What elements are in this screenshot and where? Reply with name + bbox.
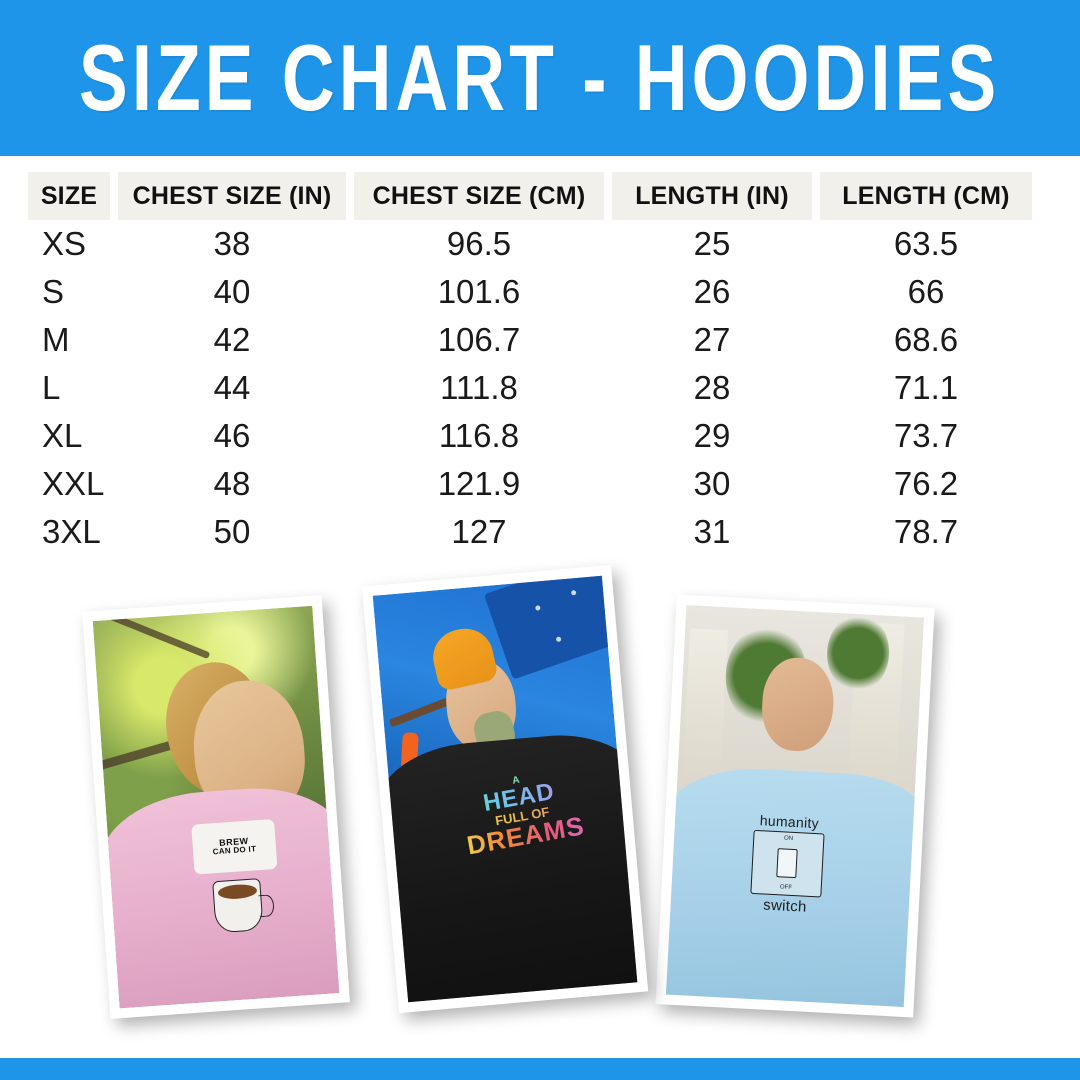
product-photo-blue-humanity-switch-hoodie: humanity ON OFF switch [655, 594, 935, 1018]
cell-chest-in: 48 [213, 465, 251, 502]
cell-size: XXL [42, 465, 105, 502]
cell-size: S [42, 273, 65, 310]
cell-chest-in: 40 [213, 273, 251, 310]
cell-chest-cm: 101.6 [437, 273, 521, 310]
cell-chest-cm: 96.5 [446, 225, 512, 262]
cell-chest-in: 44 [213, 369, 251, 406]
cell-size: XL [42, 417, 83, 454]
switch-label-on: ON [783, 835, 794, 842]
table-row: XL 46 116.8 29 73.7 [28, 412, 1052, 460]
cell-length-cm: 73.7 [893, 417, 959, 454]
cell-size: XS [42, 225, 87, 262]
product-photo-black-dreams-hoodie: A HEAD FULL OF DREAMS [361, 564, 649, 1014]
coffee-mug-icon [212, 877, 265, 934]
cell-length-in: 29 [693, 417, 731, 454]
top-banner: SIZE CHART - HOODIES [0, 0, 1080, 156]
hoodie-print-humanity-switch: humanity ON OFF switch [721, 810, 852, 957]
cell-chest-cm: 127 [451, 513, 507, 550]
bottom-banner [0, 1058, 1080, 1080]
column-header-size: SIZE [28, 172, 110, 220]
column-header-chest-cm: CHEST SIZE (CM) [354, 172, 604, 220]
cell-chest-in: 46 [213, 417, 251, 454]
cell-chest-cm: 106.7 [437, 321, 521, 358]
photo-frame: BREW CAN DO IT [92, 605, 340, 1009]
cell-length-in: 28 [693, 369, 731, 406]
cell-length-cm: 71.1 [893, 369, 959, 406]
product-photo-collage: BREW CAN DO IT A HEAD FULL OF [0, 564, 1080, 1045]
table-header-row: SIZE CHEST SIZE (IN) CHEST SIZE (CM) LEN… [0, 172, 1080, 220]
photo-frame: A HEAD FULL OF DREAMS [372, 575, 638, 1003]
table-row: L 44 111.8 28 71.1 [28, 364, 1052, 412]
hoodie-print-dreams: A HEAD FULL OF DREAMS [445, 764, 605, 901]
cell-chest-in: 50 [213, 513, 251, 550]
cell-size: M [42, 321, 70, 358]
print-text-line-2: CAN DO IT [212, 844, 257, 857]
cell-length-in: 31 [693, 513, 731, 550]
size-chart-table: SIZE CHEST SIZE (IN) CHEST SIZE (CM) LEN… [0, 172, 1080, 556]
table-body: XS 38 96.5 25 63.5 S 40 101.6 26 66 M 42… [0, 220, 1080, 556]
cell-length-cm: 78.7 [893, 513, 959, 550]
cell-size: 3XL [42, 513, 101, 550]
cell-chest-cm: 111.8 [440, 369, 518, 406]
cell-chest-cm: 116.8 [438, 417, 520, 454]
table-row: S 40 101.6 26 66 [28, 268, 1052, 316]
table-row: 3XL 50 127 31 78.7 [28, 508, 1052, 556]
cell-length-in: 26 [693, 273, 731, 310]
column-header-length-cm: LENGTH (CM) [820, 172, 1032, 220]
hoodie-print-speech-bubble: BREW CAN DO IT [190, 818, 278, 875]
cell-length-in: 25 [693, 225, 731, 262]
cell-length-cm: 76.2 [893, 465, 959, 502]
table-row: XS 38 96.5 25 63.5 [28, 220, 1052, 268]
page-title: SIZE CHART - HOODIES [79, 25, 1001, 130]
light-switch-graphic: ON OFF [749, 829, 825, 898]
print-text-line-2: switch [762, 896, 808, 916]
cell-chest-in: 38 [213, 225, 251, 262]
switch-label-off: OFF [779, 884, 793, 892]
switch-toggle [776, 848, 798, 879]
cell-chest-cm: 121.9 [437, 465, 521, 502]
cell-chest-in: 42 [213, 321, 251, 358]
table-row: XXL 48 121.9 30 76.2 [28, 460, 1052, 508]
table-row: M 42 106.7 27 68.6 [28, 316, 1052, 364]
column-header-chest-in: CHEST SIZE (IN) [118, 172, 346, 220]
product-photo-pink-brew-hoodie: BREW CAN DO IT [82, 595, 350, 1019]
cell-length-in: 30 [693, 465, 731, 502]
cell-size: L [42, 369, 61, 406]
column-header-length-in: LENGTH (IN) [612, 172, 812, 220]
cell-length-cm: 63.5 [893, 225, 959, 262]
cell-length-in: 27 [693, 321, 731, 358]
cell-length-cm: 68.6 [893, 321, 959, 358]
photo-frame: humanity ON OFF switch [665, 605, 925, 1007]
cell-length-cm: 66 [907, 273, 945, 310]
